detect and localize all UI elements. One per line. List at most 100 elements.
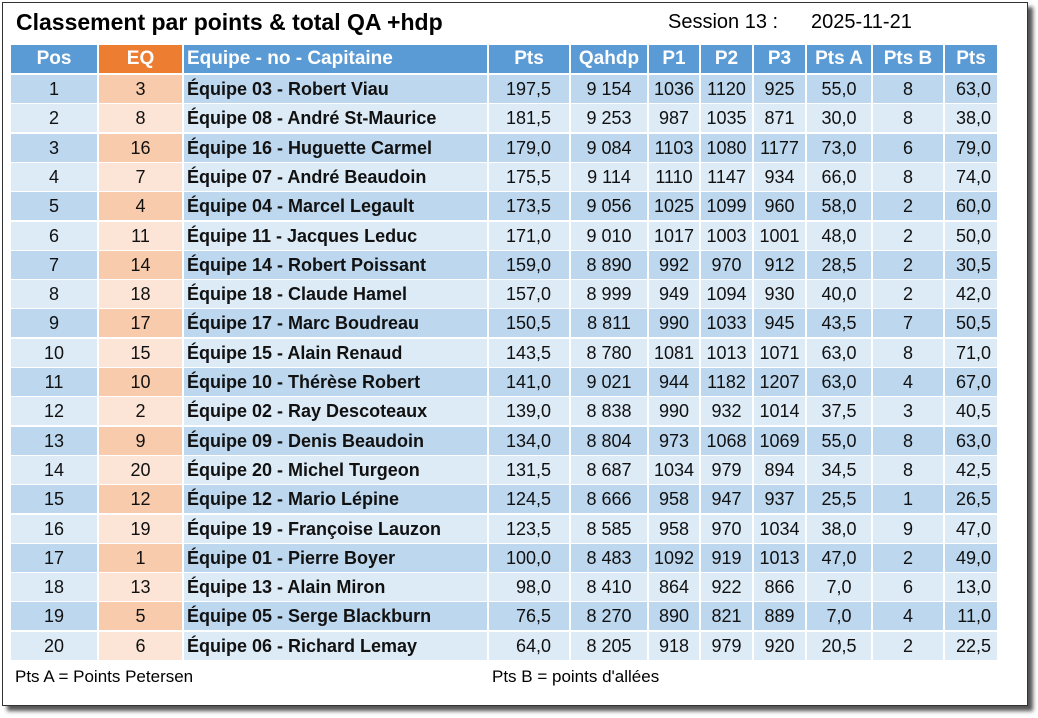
table-cell: Équipe 19 - Françoise Lauzon — [184, 514, 487, 543]
table-cell: 10 — [11, 338, 97, 367]
table-cell: 1025 — [649, 192, 699, 221]
table-cell: Équipe 04 - Marcel Legault — [184, 192, 487, 221]
table-cell: 40,5 — [945, 397, 997, 426]
table-cell: 973 — [649, 426, 699, 455]
table-cell: 6 — [873, 573, 943, 602]
table-cell: Équipe 06 - Richard Lemay — [184, 631, 487, 660]
table-cell: 934 — [754, 162, 805, 191]
table-cell: 9 021 — [571, 368, 647, 396]
table-cell: 8 — [873, 426, 943, 455]
table-cell: 920 — [754, 631, 805, 660]
table-cell: 66,0 — [807, 162, 871, 191]
table-cell: 5 — [99, 602, 182, 631]
table-cell: 79,0 — [945, 133, 997, 162]
table-cell: 12 — [11, 397, 97, 426]
table-cell: 2 — [99, 397, 182, 426]
table-cell: 5 — [11, 192, 97, 221]
table-cell: 16 — [99, 133, 182, 162]
column-header: P3 — [754, 45, 805, 73]
table-cell: 181,5 — [489, 104, 569, 133]
table-cell: 8 804 — [571, 426, 647, 455]
table-cell: 50,0 — [945, 221, 997, 250]
table-cell: 2 — [11, 104, 97, 133]
table-cell: 9 084 — [571, 133, 647, 162]
table-cell: 76,5 — [489, 602, 569, 631]
table-cell: 38,0 — [945, 104, 997, 133]
table-cell: 26,5 — [945, 485, 997, 514]
table-cell: 1099 — [701, 192, 752, 221]
table-cell: 18 — [11, 573, 97, 602]
table-cell: 8 — [99, 104, 182, 133]
table-cell: 19 — [99, 514, 182, 543]
table-cell: 159,0 — [489, 250, 569, 279]
table-cell: Équipe 07 - André Beaudoin — [184, 162, 487, 191]
column-header: Equipe - no - Capitaine — [184, 45, 487, 73]
table-cell: 932 — [701, 397, 752, 426]
table-cell: 1034 — [754, 514, 805, 543]
table-cell: Équipe 08 - André St-Maurice — [184, 104, 487, 133]
table-cell: 1 — [873, 485, 943, 514]
table-cell: 42,5 — [945, 455, 997, 484]
table-cell: 30,0 — [807, 104, 871, 133]
table-cell: 13 — [99, 573, 182, 602]
table-cell: 821 — [701, 602, 752, 631]
table-cell: 8 — [873, 162, 943, 191]
table-cell: 150,5 — [489, 309, 569, 338]
table-cell: Équipe 01 - Pierre Boyer — [184, 543, 487, 572]
table-cell: 143,5 — [489, 338, 569, 367]
table-cell: 9 154 — [571, 75, 647, 103]
table-cell: 1071 — [754, 338, 805, 367]
table-cell: 74,0 — [945, 162, 997, 191]
table-cell: 131,5 — [489, 455, 569, 484]
column-header: Pts — [945, 45, 997, 73]
table-cell: 918 — [649, 631, 699, 660]
table-cell: 63,0 — [945, 426, 997, 455]
table-cell: 6 — [99, 631, 182, 660]
table-cell: 8 — [873, 104, 943, 133]
table-cell: 979 — [701, 455, 752, 484]
table-cell: 171,0 — [489, 221, 569, 250]
table-cell: 100,0 — [489, 543, 569, 572]
table-cell: 49,0 — [945, 543, 997, 572]
table-cell: 42,0 — [945, 280, 997, 309]
table-cell: 1207 — [754, 368, 805, 396]
table-cell: 7 — [11, 250, 97, 279]
table-cell: 990 — [649, 309, 699, 338]
table-cell: 48,0 — [807, 221, 871, 250]
table-cell: 864 — [649, 573, 699, 602]
table-cell: 124,5 — [489, 485, 569, 514]
table-cell: 173,5 — [489, 192, 569, 221]
table-cell: 987 — [649, 104, 699, 133]
table-cell: 141,0 — [489, 368, 569, 396]
table-cell: 12 — [99, 485, 182, 514]
table-cell: 37,5 — [807, 397, 871, 426]
table-cell: 6 — [873, 133, 943, 162]
table-cell: 197,5 — [489, 75, 569, 103]
table-cell: 55,0 — [807, 75, 871, 103]
table-cell: 9 253 — [571, 104, 647, 133]
table-cell: 157,0 — [489, 280, 569, 309]
table-cell: 11 — [11, 368, 97, 396]
table-cell: 13,0 — [945, 573, 997, 602]
table-cell: 930 — [754, 280, 805, 309]
table-cell: Équipe 11 - Jacques Leduc — [184, 221, 487, 250]
table-cell: 8 — [873, 75, 943, 103]
table-cell: 63,0 — [945, 75, 997, 103]
table-cell: 1003 — [701, 221, 752, 250]
table-cell: 30,5 — [945, 250, 997, 279]
table-cell: 55,0 — [807, 426, 871, 455]
table-cell: 6 — [11, 221, 97, 250]
table-cell: 1034 — [649, 455, 699, 484]
table-cell: 1092 — [649, 543, 699, 572]
table-cell: 1035 — [701, 104, 752, 133]
table-cell: 15 — [11, 485, 97, 514]
table-cell: 63,0 — [807, 368, 871, 396]
table-cell: 9 — [873, 514, 943, 543]
footnote: Pts A = Points Petersen — [15, 667, 194, 686]
table-cell: 58,0 — [807, 192, 871, 221]
table-cell: 8 205 — [571, 631, 647, 660]
table-cell: 1013 — [754, 543, 805, 572]
table-cell: 8 410 — [571, 573, 647, 602]
table-cell: 1094 — [701, 280, 752, 309]
